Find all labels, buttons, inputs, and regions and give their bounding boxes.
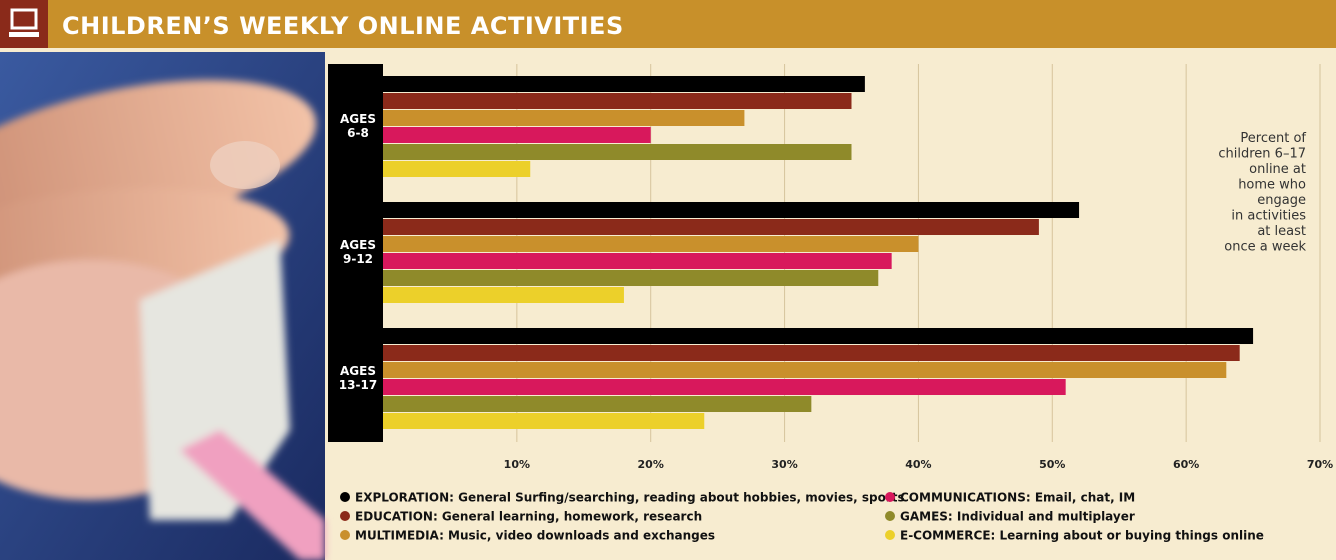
- bar: [383, 345, 1240, 361]
- x-tick-label: 60%: [1173, 458, 1199, 471]
- category-label: AGES 9-12: [340, 238, 376, 266]
- bar: [383, 219, 1039, 235]
- annotation: online at: [1249, 162, 1306, 177]
- annotation: children 6–17: [1218, 147, 1306, 162]
- bar: [383, 328, 1254, 344]
- header-icon-bg: [0, 0, 48, 48]
- bar: [383, 379, 1066, 395]
- category-label: AGES 6-8: [340, 112, 376, 140]
- bar: [383, 253, 892, 269]
- legend-label: EXPLORATION: General Surfing/searching, …: [355, 491, 905, 505]
- annotation: Percent of: [1240, 131, 1306, 146]
- x-tick-label: 20%: [638, 458, 664, 471]
- header-bar: [0, 0, 1336, 48]
- legend-marker: [340, 530, 350, 540]
- x-tick-label: 10%: [504, 458, 530, 471]
- annotation: at least: [1257, 224, 1306, 239]
- bar: [383, 76, 865, 92]
- bar: [383, 236, 919, 252]
- bar: [383, 202, 1080, 218]
- legend-label: E-COMMERCE: Learning about or buying thi…: [900, 529, 1264, 543]
- category-band: [328, 64, 383, 442]
- x-tick-label: 40%: [905, 458, 931, 471]
- bar: [383, 93, 852, 109]
- legend-label: GAMES: Individual and multiplayer: [900, 510, 1135, 524]
- x-tick-label: 70%: [1307, 458, 1333, 471]
- annotation: home who: [1238, 178, 1306, 193]
- photo: [0, 52, 325, 560]
- legend-marker: [340, 511, 350, 521]
- annotation: engage: [1257, 193, 1306, 208]
- bar: [383, 127, 651, 143]
- category-label: AGES 13-17: [338, 364, 378, 392]
- chart-title: CHILDREN’S WEEKLY ONLINE ACTIVITIES: [62, 12, 624, 40]
- legend-marker: [340, 492, 350, 502]
- bar: [383, 413, 705, 429]
- legend-marker: [885, 530, 895, 540]
- bar: [383, 110, 745, 126]
- legend-label: MULTIMEDIA: Music, video downloads and e…: [355, 529, 715, 543]
- annotation: in activities: [1231, 209, 1306, 224]
- legend-marker: [885, 511, 895, 521]
- bar: [383, 144, 852, 160]
- annotation: once a week: [1224, 240, 1306, 255]
- bar: [383, 362, 1227, 378]
- bar: [383, 161, 531, 177]
- legend-marker: [885, 492, 895, 502]
- computer-icon: [10, 8, 38, 30]
- legend-label: COMMUNICATIONS: Email, chat, IM: [900, 491, 1135, 505]
- computer-icon-base: [9, 32, 39, 37]
- bar: [383, 287, 624, 303]
- bar: [383, 270, 879, 286]
- bar: [383, 396, 812, 412]
- x-tick-label: 50%: [1039, 458, 1065, 471]
- legend-label: EDUCATION: General learning, homework, r…: [355, 510, 702, 524]
- x-tick-label: 30%: [771, 458, 797, 471]
